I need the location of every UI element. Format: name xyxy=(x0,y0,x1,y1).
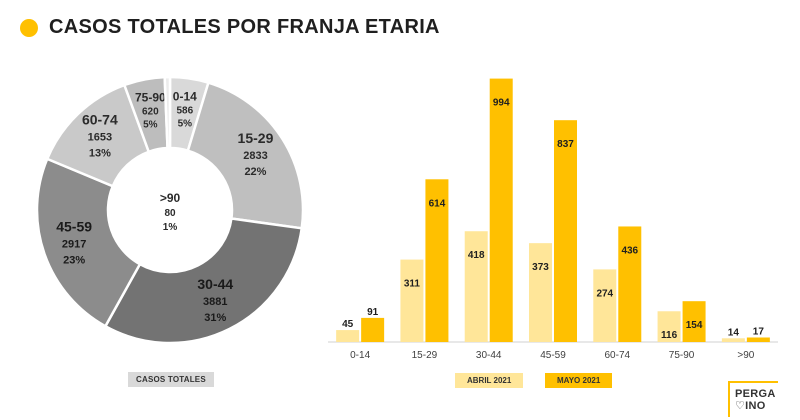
pie-label-5-pct: 5% xyxy=(143,119,158,130)
data-label-abril-0: 45 xyxy=(342,319,354,330)
data-label-mayo-4: 436 xyxy=(621,245,638,256)
header: CASOS TOTALES POR FRANJA ETARIA xyxy=(20,16,440,39)
pie-label-1-name: 15-29 xyxy=(238,130,274,146)
page-title: CASOS TOTALES POR FRANJA ETARIA xyxy=(49,16,440,38)
logo-line-2: ♡INO xyxy=(735,400,766,412)
donut-chart: 0-14 586 5% 15-29 2833 22% 30-44 3881 31% 45-59 29… xyxy=(35,75,305,345)
bar-mayo-5 xyxy=(682,301,706,342)
pie-label-0-name: 0-14 xyxy=(173,90,197,104)
legend-mayo-label: MAYO 2021 xyxy=(545,373,613,388)
bar-abril-4 xyxy=(593,269,617,342)
bar-abril-0 xyxy=(336,330,360,342)
bar-abril-2 xyxy=(464,231,488,342)
pie-label-2-pct: 31% xyxy=(204,312,226,324)
data-label-mayo-2: 994 xyxy=(493,98,510,109)
bar-mayo-6 xyxy=(746,337,770,342)
x-tick-label-1: 15-29 xyxy=(412,350,438,360)
pie-label-1-pct: 22% xyxy=(244,166,266,178)
bar-abril-3 xyxy=(529,243,552,342)
pie-legend: CASOS TOTALES xyxy=(128,372,214,387)
bar-mayo-4 xyxy=(618,226,642,342)
data-label-mayo-0: 91 xyxy=(367,307,379,318)
pie-label-4-value: 1653 xyxy=(88,132,112,144)
pie-slice-2 xyxy=(103,217,304,345)
x-tick-label-6: >90 xyxy=(737,350,754,360)
x-tick-label-0: 0-14 xyxy=(350,350,370,360)
bar-chart: 45 91 0-14 311 614 15-29 418 994 30-44 373 837 45-5… xyxy=(328,78,778,360)
title-dot-icon xyxy=(20,18,38,37)
bar-mayo-0 xyxy=(361,317,385,342)
pergamino-logo: PERGA ♡INO xyxy=(728,381,778,417)
x-tick-label-3: 45-59 xyxy=(540,350,566,360)
pie-center-value: 80 xyxy=(164,208,176,219)
data-label-mayo-6: 17 xyxy=(753,326,765,337)
pie-label-1-value: 2833 xyxy=(243,150,267,162)
pie-label-4-pct: 13% xyxy=(89,148,111,160)
pie-label-3-name: 45-59 xyxy=(56,218,92,234)
data-label-abril-1: 311 xyxy=(404,279,421,290)
pie-center-pct: 1% xyxy=(163,222,178,233)
data-label-abril-2: 418 xyxy=(468,250,485,261)
legend-abril-label: ABRIL 2021 xyxy=(455,373,524,388)
data-label-abril-3: 373 xyxy=(532,262,549,273)
data-label-mayo-5: 154 xyxy=(686,320,703,331)
bar-abril-1 xyxy=(400,259,424,342)
bar-mayo-3 xyxy=(554,120,577,342)
data-label-abril-5: 116 xyxy=(661,330,678,341)
pie-label-0-value: 586 xyxy=(176,106,193,117)
pie-slice-3 xyxy=(35,157,142,328)
pie-slice-6 xyxy=(163,75,172,150)
logo-line-1: PERGA xyxy=(735,388,776,400)
pie-slice-1 xyxy=(186,81,305,230)
pie-label-0-pct: 5% xyxy=(178,119,193,130)
data-label-abril-6: 14 xyxy=(728,327,740,338)
x-tick-label-5: 75-90 xyxy=(669,350,695,360)
bar-abril-5 xyxy=(657,311,681,342)
bar-mayo-2 xyxy=(489,78,513,342)
pie-label-4-name: 60-74 xyxy=(82,112,118,128)
pie-label-5-name: 75-90 xyxy=(135,90,166,104)
data-label-abril-4: 274 xyxy=(596,288,613,299)
legend-item-abril: ABRIL 2021 xyxy=(455,373,524,388)
data-label-mayo-1: 614 xyxy=(429,198,446,209)
bar-mayo-1 xyxy=(425,179,449,342)
bar-abril-6 xyxy=(721,338,745,342)
pie-label-3-value: 2917 xyxy=(62,238,86,250)
pie-label-5-value: 620 xyxy=(142,106,159,117)
data-label-mayo-3: 837 xyxy=(557,139,574,150)
pie-label-2-value: 3881 xyxy=(203,296,227,308)
x-tick-label-4: 60-74 xyxy=(604,350,630,360)
x-tick-label-2: 30-44 xyxy=(476,350,502,360)
legend-item-mayo: MAYO 2021 xyxy=(545,373,613,388)
pie-center-name: >90 xyxy=(160,191,181,205)
pie-label-2-name: 30-44 xyxy=(197,276,233,292)
pie-label-3-pct: 23% xyxy=(63,254,85,266)
